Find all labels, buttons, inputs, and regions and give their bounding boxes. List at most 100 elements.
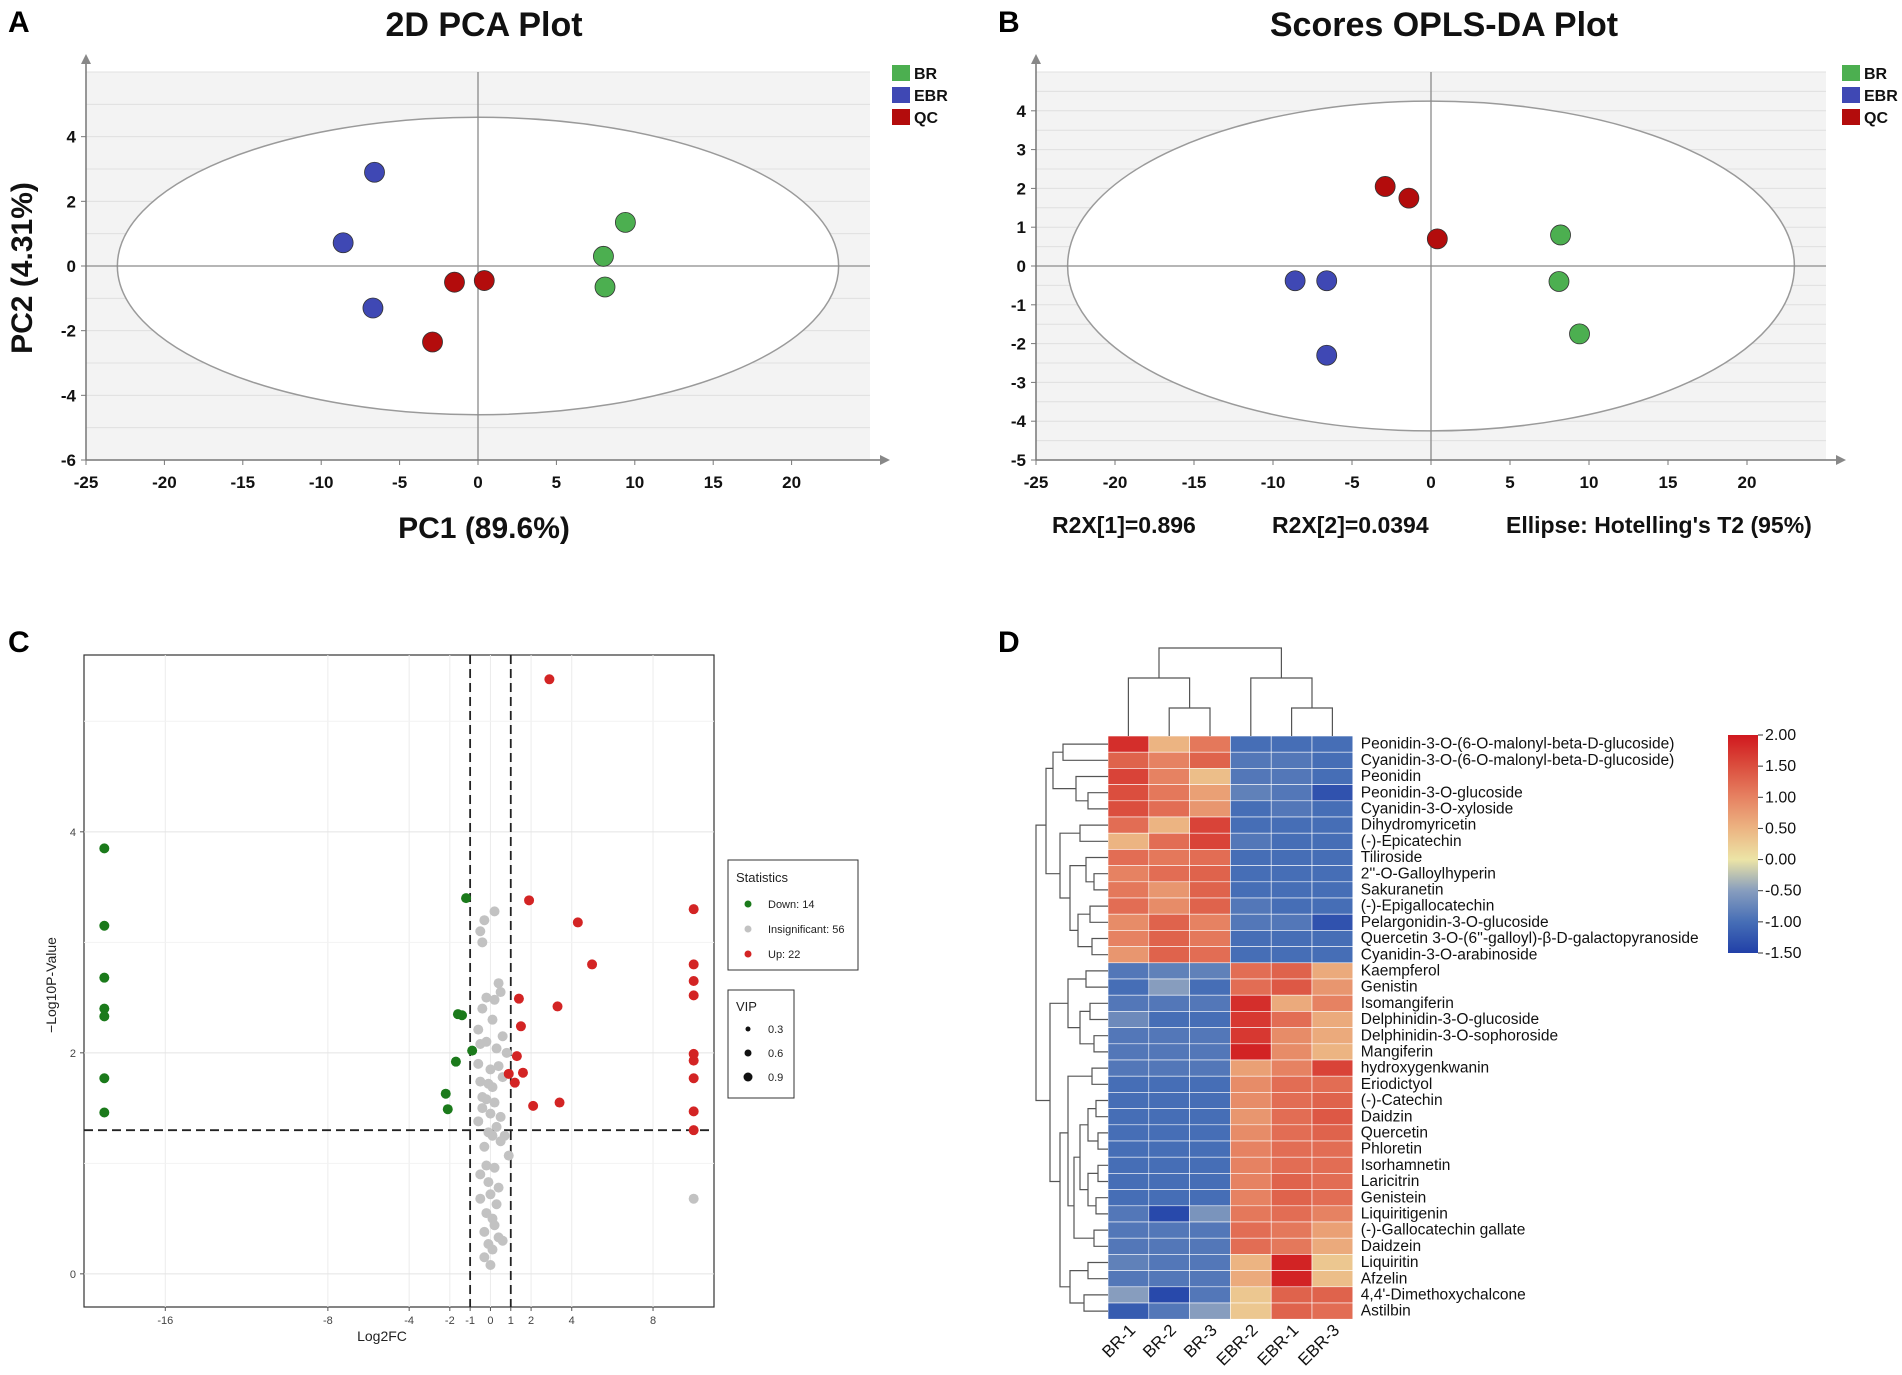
heatmap-col-dendrogram: [1291, 707, 1333, 736]
heatmap-cell: [1107, 1237, 1150, 1255]
heatmap-row-dendrogram: [1089, 1002, 1108, 1021]
volcano-point-insig: [501, 1047, 512, 1058]
pca-y-tick-label: -2: [61, 322, 76, 341]
heatmap-cell: [1230, 913, 1272, 931]
heatmap-cell: [1230, 978, 1272, 996]
heatmap-cell: [1148, 1173, 1190, 1190]
heatmap-cell: [1189, 1205, 1231, 1223]
heatmap-col-dendrogram: [1168, 707, 1211, 736]
pca-y-tick-label: 0: [67, 257, 76, 276]
heatmap-col-label: BR-2: [1139, 1321, 1180, 1362]
heatmap-cell: [1270, 1302, 1313, 1320]
volcano-stats-legend-marker-insig: [744, 925, 752, 933]
heatmap-cell: [1107, 897, 1150, 915]
heatmap-cell: [1230, 865, 1272, 883]
volcano-x-tick-label: 1: [508, 1315, 514, 1327]
opls-x-tick-label: -15: [1182, 473, 1207, 492]
volcano-point-up: [572, 917, 583, 928]
volcano-point-insig: [503, 1150, 514, 1161]
heatmap-cell: [1230, 1092, 1272, 1109]
opls-point-br: [1569, 323, 1590, 345]
oplsda-footnote-r2x1: R2X[1]=0.896: [1052, 512, 1196, 538]
heatmap-cell: [1230, 849, 1272, 866]
volcano-point-insig: [479, 1226, 490, 1237]
heatmap-row-dendrogram: [1085, 856, 1108, 883]
volcano-point-insig: [487, 1014, 498, 1025]
heatmap-col-label: EBR-3: [1294, 1321, 1343, 1370]
heatmap-cell: [1270, 913, 1313, 931]
heatmap-cell: [1107, 1254, 1150, 1271]
pca-title: 2D PCA Plot: [385, 6, 582, 44]
heatmap-cell: [1189, 865, 1231, 883]
heatmap-cell: [1311, 784, 1354, 802]
heatmap-cell: [1311, 1302, 1354, 1320]
heatmap-cell: [1270, 784, 1313, 802]
volcano-point-insig: [481, 1036, 492, 1047]
heatmap-cell: [1270, 1189, 1313, 1207]
volcano-point-down: [99, 1107, 110, 1118]
volcano-point-down: [99, 1073, 110, 1084]
heatmap-row-label: Quercetin 3-O-(6''-galloyl)-β-D-galactop…: [1361, 930, 1699, 947]
opls-legend-label-br: BR: [1864, 66, 1888, 83]
heatmap-cell: [1189, 913, 1231, 931]
volcano-y-tick-label: 4: [70, 827, 76, 839]
heatmap-col-dendrogram: [1250, 677, 1313, 736]
heatmap-row-label: Genistein: [1361, 1189, 1426, 1206]
opls-legend-swatch-br: [1842, 65, 1860, 81]
volcano-stats-legend-marker-down: [744, 900, 752, 908]
heatmap-cell: [1107, 1011, 1150, 1028]
heatmap-cell: [1311, 865, 1354, 883]
volcano-x-tick-label: 8: [650, 1315, 656, 1327]
heatmap-cell: [1189, 1092, 1231, 1109]
heatmap-cell: [1148, 751, 1190, 769]
heatmap-cell: [1189, 816, 1231, 834]
volcano-point-up: [688, 990, 699, 1001]
heatmap-col-label: EBR-1: [1254, 1321, 1303, 1370]
heatmap-row-label: hydroxygenkwanin: [1361, 1060, 1489, 1077]
heatmap-cell: [1189, 1140, 1231, 1158]
heatmap-cell: [1270, 1173, 1313, 1190]
heatmap-cell: [1311, 1270, 1354, 1288]
volcano-point-down: [99, 920, 110, 931]
volcano-vip-legend-marker: [743, 1072, 753, 1082]
heatmap-row-dendrogram: [1035, 824, 1050, 1102]
heatmap-cell: [1189, 1189, 1231, 1207]
heatmap-row-label: Daidzein: [1361, 1238, 1421, 1255]
heatmap-cell: [1311, 1254, 1354, 1271]
heatmap-cell: [1148, 1270, 1190, 1288]
volcano-vip-legend-marker: [745, 1026, 751, 1032]
heatmap-cell: [1148, 1302, 1190, 1320]
heatmap-cell: [1107, 800, 1150, 818]
heatmap-cell: [1230, 962, 1272, 980]
heatmap-col-dendrogram: [1158, 647, 1282, 678]
heatmap-cell: [1311, 1286, 1354, 1304]
heatmap-row-label: Mangiferin: [1361, 1044, 1433, 1061]
volcano-point-insig: [491, 1043, 502, 1054]
heatmap-row-label: Peonidin: [1361, 768, 1421, 785]
pca-x-tick-label: -20: [152, 473, 177, 492]
volcano-point-up: [503, 1068, 514, 1079]
volcano-point-insig: [485, 1260, 496, 1271]
volcano-point-insig: [499, 1130, 510, 1141]
volcano-point-insig: [477, 1092, 488, 1103]
pca-x-arrow: [880, 455, 890, 465]
heatmap-cell: [1270, 978, 1313, 996]
heatmap-cell: [1189, 1059, 1231, 1077]
heatmap-cell: [1148, 1221, 1190, 1239]
heatmap-cell: [1311, 978, 1354, 996]
heatmap-cell: [1107, 1092, 1150, 1109]
heatmap-row-label: Sakuranetin: [1361, 882, 1444, 899]
heatmap-cell: [1189, 1270, 1231, 1288]
heatmap-colorbar-tick-label: 0.50: [1765, 820, 1796, 837]
heatmap-cell: [1311, 994, 1354, 1012]
heatmap-cell: [1148, 994, 1190, 1012]
heatmap-row-label: Afzelin: [1361, 1270, 1408, 1287]
heatmap-row-label: Pelargonidin-3-O-glucoside: [1361, 914, 1549, 931]
heatmap-row-label: Cyanidin-3-O-xyloside: [1361, 801, 1513, 818]
heatmap-row-label: Tiliroside: [1361, 849, 1422, 866]
heatmap-cell: [1189, 784, 1231, 802]
volcano-point-insig: [475, 1193, 486, 1204]
heatmap-cell: [1311, 1124, 1354, 1142]
heatmap-colorbar: [1728, 735, 1758, 953]
